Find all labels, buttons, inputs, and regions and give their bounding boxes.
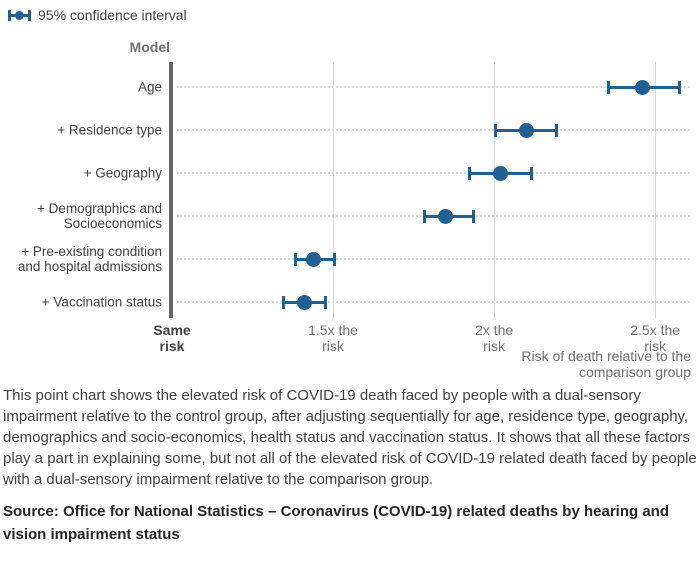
ci-errorbar-5	[294, 251, 337, 267]
source-line: Source: Office for National Statistics –…	[3, 503, 669, 543]
ci-errorbar-6	[281, 294, 327, 310]
x-axis-title: Risk of death relative to the comparison…	[521, 348, 691, 380]
category-label-3: + Geography	[0, 166, 162, 181]
category-label-line: + Residence type	[57, 122, 162, 138]
x-tick-label-line: risk	[483, 338, 505, 354]
ci-errorbar-1	[606, 79, 681, 95]
category-label-line: + Pre-existing condition	[21, 244, 162, 259]
x-tick-label-line: 2x the	[475, 322, 514, 338]
gridline-2x	[494, 62, 496, 318]
ci-cap-left	[468, 166, 472, 180]
row-dotted-line-1	[177, 86, 690, 88]
category-label-line: + Demographics and	[37, 201, 162, 216]
x-tick-label-2.5x: 2.5x the risk	[630, 322, 680, 354]
x-axis-title-line-2: comparison group	[578, 364, 691, 380]
category-label-line: + Vaccination status	[41, 294, 162, 310]
legend: 95% confidence interval	[8, 7, 187, 23]
ci-cap-left	[494, 123, 498, 137]
gridline-1.5x	[333, 62, 335, 318]
ci-errorbar-icon	[8, 9, 31, 21]
x-tick-label-line: 2.5x the	[630, 322, 681, 338]
ci-cap-right	[323, 295, 327, 309]
row-dotted-line-2	[177, 129, 690, 131]
x-tick-label-line: risk	[322, 338, 344, 354]
category-label-5: + Pre-existing condition and hospital adm…	[0, 244, 162, 274]
category-label-line: and hospital admissions	[17, 259, 162, 274]
legend-label: 95% confidence interval	[38, 7, 187, 23]
ci-cap-right	[677, 80, 681, 94]
x-tick-label-line: Same	[153, 322, 191, 338]
ci-cap-left	[423, 209, 427, 223]
category-label-line: Socioeconomics	[63, 216, 162, 231]
point-marker	[634, 79, 650, 95]
x-tick-label-1x: Same risk	[153, 322, 190, 354]
ci-point	[15, 10, 24, 20]
ci-cap-left	[294, 252, 298, 266]
category-label-line: + Geography	[83, 165, 162, 181]
ci-cap-left	[281, 295, 285, 309]
ci-cap-right	[28, 9, 31, 21]
ci-errorbar-2	[494, 122, 559, 138]
category-label-1: Age	[0, 80, 162, 95]
x-tick-label-1.5x: 1.5x the risk	[308, 322, 358, 354]
x-tick-label-2x: 2x the risk	[475, 322, 513, 354]
point-marker	[493, 165, 509, 181]
x-axis-title-line-1: Risk of death relative to the	[521, 348, 691, 364]
chart-description: This point chart shows the elevated risk…	[3, 387, 697, 488]
row-dotted-line-5	[177, 258, 690, 260]
point-marker	[296, 294, 312, 310]
x-tick-label-line: 1.5x the	[308, 322, 358, 338]
point-marker	[518, 122, 534, 138]
y-axis-baseline	[169, 62, 173, 318]
ci-cap-right	[333, 252, 337, 266]
point-chart: 95% confidence interval Model Risk of de…	[0, 7, 691, 380]
ci-cap-right	[529, 166, 533, 180]
y-axis-title: Model	[129, 39, 170, 55]
category-label-4: + Demographics and Socioeconomics	[0, 201, 162, 231]
x-tick-label-line: risk	[159, 338, 185, 354]
ci-errorbar-3	[468, 165, 533, 181]
category-label-6: + Vaccination status	[0, 295, 162, 310]
category-label-2: + Residence type	[0, 123, 162, 138]
row-dotted-line-6	[177, 301, 690, 303]
x-tick-label-line: risk	[644, 338, 667, 354]
ci-cap-right	[555, 123, 559, 137]
point-marker	[438, 208, 454, 224]
ci-errorbar-4	[423, 208, 475, 224]
point-marker	[306, 251, 322, 267]
ci-cap-right	[471, 209, 475, 223]
row-dotted-line-3	[177, 172, 690, 174]
ci-cap-left	[606, 80, 610, 94]
gridline-2.5x	[655, 62, 657, 318]
category-label-line: Age	[137, 79, 162, 95]
